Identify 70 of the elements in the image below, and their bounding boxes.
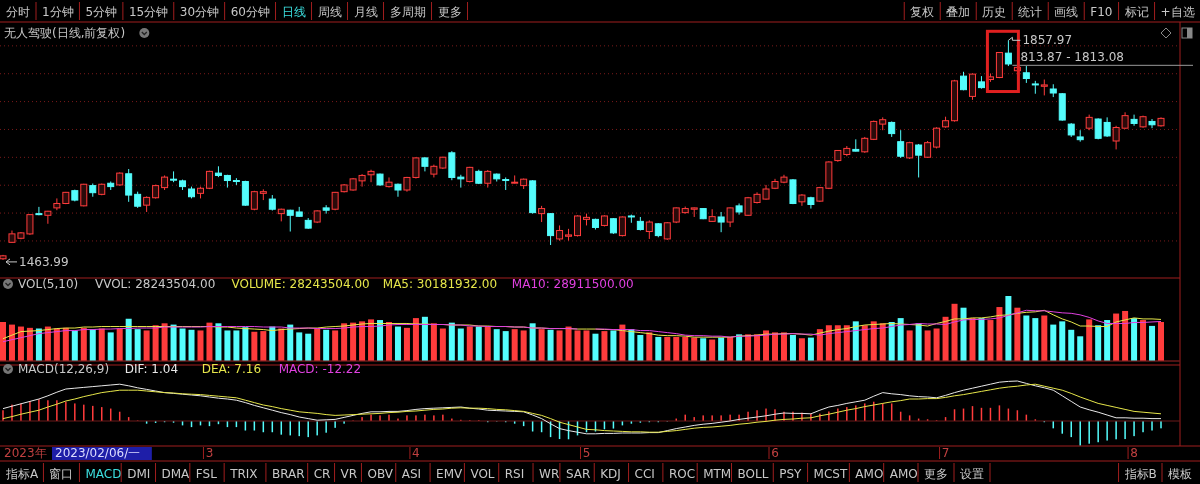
text: BOLL	[737, 467, 769, 481]
text: 1分钟	[42, 5, 74, 19]
x-tick-label: 8	[1130, 446, 1138, 460]
text: 叠加	[946, 5, 971, 19]
text: 30分钟	[179, 5, 220, 19]
text: 统计	[1018, 5, 1043, 19]
x-tick-label: 4	[412, 446, 420, 460]
text: F10	[1090, 5, 1113, 19]
text: SAR	[565, 467, 591, 481]
text: 日线	[281, 5, 306, 19]
text: MA5: 30181932.00	[382, 277, 498, 291]
text: AMO	[889, 467, 918, 481]
text: 指标B	[1123, 467, 1157, 481]
x-tick-label: 5	[582, 446, 591, 460]
annotation: 1857.97	[1022, 33, 1073, 48]
x-tick-label: 3	[205, 446, 214, 460]
text: 60分钟	[230, 5, 270, 19]
text: KDJ	[600, 467, 621, 481]
text: VR	[340, 467, 358, 481]
text: VOL	[470, 467, 495, 481]
text: +自选	[1160, 5, 1195, 19]
text: ROC	[668, 467, 696, 481]
text: CCI	[634, 467, 655, 481]
text: MACD	[85, 467, 122, 481]
text: 设置	[960, 467, 984, 481]
text: 2023/02/06/一	[55, 446, 141, 460]
text: 复权	[910, 5, 935, 19]
text: 指标A	[5, 467, 39, 481]
text: 模板	[1168, 467, 1192, 481]
text: 15分钟	[128, 5, 169, 19]
text: DIF: 1.04	[124, 362, 179, 376]
text: 周线	[317, 5, 342, 19]
text: MACD(12,26,9)	[18, 362, 110, 376]
text: 窗口	[49, 467, 74, 481]
text: MA10: 28911500.00	[511, 277, 634, 291]
text: 更多	[437, 5, 462, 19]
text: FSL	[195, 467, 218, 481]
text: 标记	[1123, 5, 1149, 19]
x-tick-label: 6	[771, 446, 779, 460]
text: 月线	[353, 5, 378, 19]
text: EMV	[436, 467, 464, 481]
text: 多周期	[389, 5, 426, 19]
text: 更多	[924, 467, 948, 481]
text: 2023年	[4, 446, 47, 460]
text: ASI	[401, 467, 422, 481]
text: 分时	[6, 5, 30, 19]
text: DMI	[127, 467, 151, 481]
text: 5分钟	[85, 5, 118, 19]
text: 画线	[1054, 5, 1079, 19]
text: AMO	[855, 467, 884, 481]
text: BRAR	[271, 467, 305, 481]
text: MCST	[813, 467, 848, 481]
text: OBV	[367, 467, 394, 481]
chart-title: 无人驾驶(日线,前复权)	[4, 26, 126, 40]
annotation: 1463.99	[19, 254, 69, 269]
text: WR	[539, 467, 560, 481]
text: TRIX	[229, 467, 258, 481]
x-tick-label: 7	[941, 446, 950, 460]
text: PSY	[779, 467, 803, 481]
text: VVOL: 28243504.00	[94, 277, 216, 291]
text: DEA: 7.16	[201, 362, 262, 376]
text: CR	[313, 467, 331, 481]
text: DMA	[161, 467, 191, 481]
text: VOLUME: 28243504.00	[231, 277, 370, 291]
text: VOL(5,10)	[18, 277, 79, 291]
text: RSI	[504, 467, 525, 481]
text: 历史	[982, 5, 1007, 19]
annotation: 813.87 - 1813.08	[1020, 50, 1124, 65]
text: MTM	[703, 467, 732, 481]
text: MACD: -12.22	[278, 362, 362, 376]
